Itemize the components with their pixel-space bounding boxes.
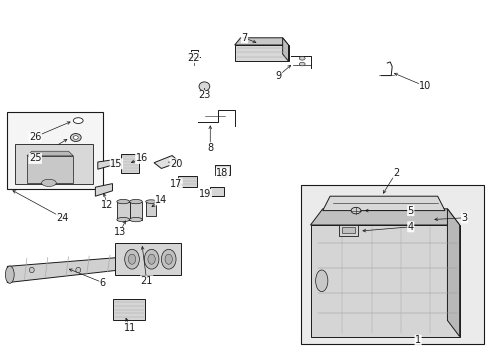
Ellipse shape: [29, 267, 34, 273]
Ellipse shape: [129, 217, 142, 222]
Polygon shape: [154, 156, 179, 168]
Text: 2: 2: [392, 168, 398, 178]
Bar: [334, 200, 429, 241]
Polygon shape: [310, 209, 459, 225]
Text: 18: 18: [216, 168, 228, 178]
Ellipse shape: [147, 254, 155, 264]
Text: 6: 6: [100, 278, 105, 288]
Bar: [15, 144, 93, 184]
Ellipse shape: [145, 200, 156, 203]
Ellipse shape: [117, 199, 129, 204]
Bar: [113, 299, 145, 320]
Text: 21: 21: [140, 276, 153, 286]
Bar: [177, 176, 197, 187]
Ellipse shape: [73, 118, 83, 123]
Polygon shape: [98, 159, 117, 169]
Ellipse shape: [124, 249, 139, 269]
Text: 1: 1: [414, 335, 420, 345]
Polygon shape: [234, 38, 288, 45]
Text: 17: 17: [169, 179, 182, 189]
Text: 3: 3: [461, 213, 467, 223]
Ellipse shape: [199, 82, 209, 91]
Text: 22: 22: [186, 53, 199, 63]
Bar: [338, 225, 358, 236]
Text: 14: 14: [155, 195, 167, 205]
Ellipse shape: [70, 134, 81, 141]
Polygon shape: [322, 196, 444, 211]
Ellipse shape: [161, 249, 176, 269]
Polygon shape: [282, 38, 288, 61]
Ellipse shape: [128, 254, 136, 264]
Text: 13: 13: [113, 227, 126, 237]
Bar: [27, 156, 73, 183]
Bar: [145, 202, 156, 216]
Text: 20: 20: [169, 159, 182, 169]
Ellipse shape: [299, 57, 305, 60]
Bar: [121, 154, 139, 173]
Polygon shape: [447, 209, 459, 337]
Polygon shape: [95, 184, 112, 196]
Text: 11: 11: [123, 323, 136, 333]
Ellipse shape: [76, 267, 81, 273]
Ellipse shape: [144, 249, 159, 269]
Ellipse shape: [5, 266, 14, 283]
Bar: [115, 243, 181, 275]
Text: 24: 24: [56, 213, 69, 223]
Ellipse shape: [164, 254, 172, 264]
Ellipse shape: [41, 179, 56, 186]
Bar: [129, 202, 142, 220]
Ellipse shape: [315, 270, 327, 292]
Bar: [342, 227, 354, 233]
Text: 9: 9: [275, 71, 281, 81]
Polygon shape: [234, 45, 288, 61]
Bar: [206, 190, 211, 194]
Bar: [219, 175, 225, 177]
Bar: [7, 112, 102, 189]
Ellipse shape: [73, 136, 78, 139]
Text: 23: 23: [198, 90, 210, 100]
Ellipse shape: [350, 207, 360, 214]
Polygon shape: [7, 257, 120, 283]
Text: 16: 16: [135, 153, 148, 163]
Ellipse shape: [129, 199, 142, 204]
Text: 7: 7: [241, 33, 247, 43]
Bar: [300, 185, 483, 344]
Text: 8: 8: [207, 143, 213, 153]
Text: 15: 15: [110, 159, 122, 169]
Bar: [215, 165, 229, 175]
Text: 25: 25: [29, 153, 41, 163]
Text: 19: 19: [199, 189, 211, 199]
Ellipse shape: [299, 62, 305, 66]
Text: 5: 5: [407, 206, 413, 216]
Polygon shape: [27, 151, 73, 156]
Text: 4: 4: [407, 222, 413, 232]
Bar: [117, 202, 129, 220]
Bar: [210, 187, 224, 196]
Ellipse shape: [117, 217, 129, 222]
Text: 10: 10: [418, 81, 431, 91]
Text: 12: 12: [101, 200, 114, 210]
Text: 26: 26: [29, 132, 41, 142]
Polygon shape: [310, 225, 459, 337]
